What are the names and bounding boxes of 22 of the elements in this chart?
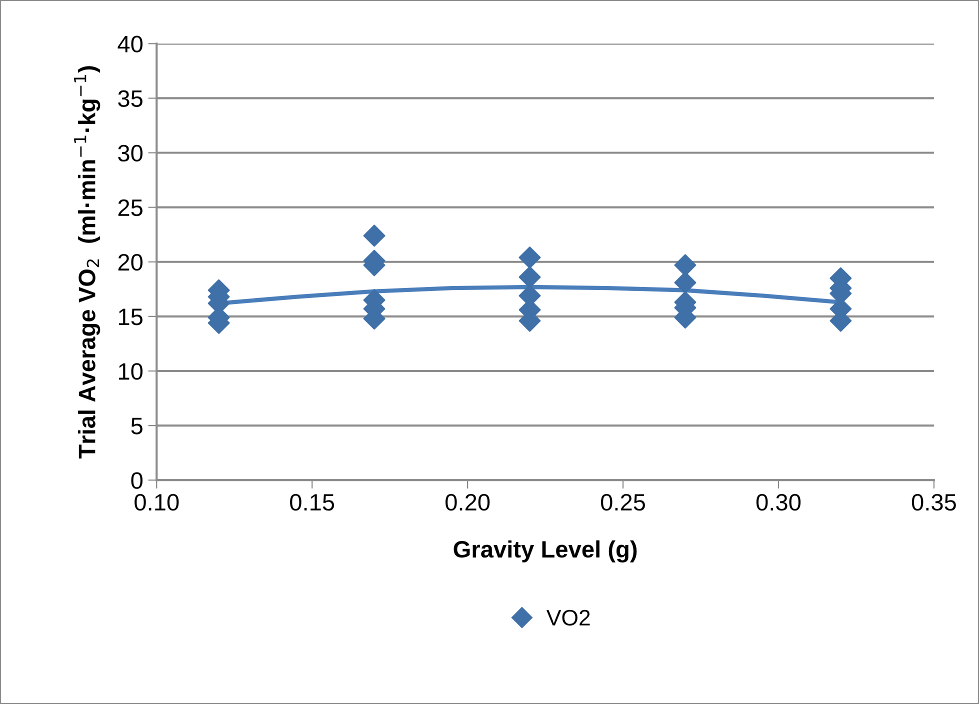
x-tick-label: 0.25 bbox=[600, 494, 646, 511]
point bbox=[674, 272, 696, 294]
y-tick-label: 30 bbox=[118, 144, 143, 162]
y-tick-label: 20 bbox=[118, 254, 143, 271]
x-tick-label: 0.20 bbox=[446, 494, 490, 511]
y-tick-label: 5 bbox=[131, 418, 142, 434]
point bbox=[518, 266, 541, 288]
y-tick-label: 40 bbox=[118, 36, 143, 52]
x-tick-label: 0.30 bbox=[756, 494, 801, 511]
y-axis-title: Trial Average VO$_{2}$ (ml·min$^{−1}$·kg$^{−1}$) bbox=[74, 66, 100, 459]
legend-label: VO2 bbox=[546, 610, 590, 626]
x-tick-label: 0.15 bbox=[290, 494, 334, 511]
y-tick-label: 10 bbox=[118, 363, 143, 380]
y-tick-label: 35 bbox=[118, 90, 142, 107]
x-tick-label: 0.10 bbox=[134, 494, 179, 511]
point bbox=[518, 246, 541, 269]
y-tick-label: 15 bbox=[118, 308, 142, 326]
x-tick-label: 0.35 bbox=[912, 494, 956, 511]
point bbox=[363, 224, 386, 247]
y-tick-label: 0 bbox=[131, 472, 143, 489]
y-tick-label: 25 bbox=[118, 199, 142, 216]
x-axis-title: Gravity Level (g) bbox=[454, 540, 637, 562]
